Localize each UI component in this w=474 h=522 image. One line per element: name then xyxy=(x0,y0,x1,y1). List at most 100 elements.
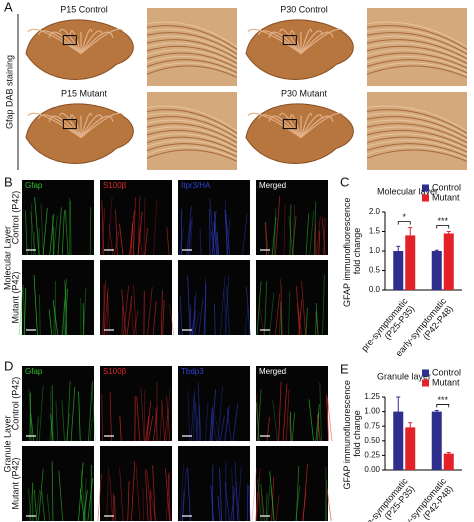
zoom-texture xyxy=(366,49,468,67)
fiber xyxy=(107,291,111,336)
y-axis-label: GFAP immunofluorescence fold change xyxy=(342,378,362,490)
zoom-texture xyxy=(146,105,238,132)
fiber xyxy=(50,391,52,442)
fiber xyxy=(226,218,231,256)
fiber xyxy=(143,390,146,442)
fiber xyxy=(140,387,145,442)
fiber xyxy=(225,200,228,256)
y-tick-label: 0.0 xyxy=(369,285,381,294)
fiber xyxy=(305,307,308,336)
channel-label: S100β xyxy=(103,181,127,190)
bar xyxy=(393,411,404,470)
zoom-texture xyxy=(366,55,468,71)
zoom-texture xyxy=(146,139,238,155)
fiber xyxy=(182,469,187,522)
fiber xyxy=(119,223,124,256)
legend-swatch xyxy=(422,369,429,377)
fiber xyxy=(137,211,143,256)
fiber xyxy=(234,461,239,522)
fiber xyxy=(39,294,41,336)
fiber xyxy=(295,485,301,522)
fiber xyxy=(34,196,40,256)
zoom-texture xyxy=(146,133,238,151)
fiber xyxy=(103,287,109,336)
fiber xyxy=(245,286,251,336)
fiber xyxy=(167,473,171,522)
legend-label: Control xyxy=(432,367,461,377)
fiber xyxy=(323,217,326,256)
folia xyxy=(80,28,93,54)
fiber xyxy=(193,390,196,442)
fiber xyxy=(144,227,148,256)
fiber xyxy=(25,210,28,256)
fiber xyxy=(164,468,171,522)
fiber xyxy=(29,392,32,442)
fiber xyxy=(298,299,303,336)
fiber xyxy=(256,468,261,522)
fiber xyxy=(269,293,275,336)
zoom-texture xyxy=(146,126,238,146)
micrograph xyxy=(22,180,94,255)
fiber xyxy=(232,403,239,442)
folia xyxy=(59,28,82,54)
fiber xyxy=(114,496,116,522)
zoom-texture xyxy=(146,55,238,71)
y-tick-label: 0.25 xyxy=(364,451,380,460)
fiber xyxy=(66,413,70,442)
fiber xyxy=(260,483,265,522)
zoom-texture xyxy=(366,119,468,141)
fiber xyxy=(308,399,314,442)
legend-label: Mutant xyxy=(432,377,460,387)
fiber xyxy=(119,415,122,442)
y-tick-label: 0.00 xyxy=(364,465,380,474)
side-label: Gfap DAB staining xyxy=(4,55,14,129)
micrograph xyxy=(178,446,250,521)
fiber xyxy=(213,221,218,256)
zoom-texture xyxy=(366,109,468,134)
row-label: Mutant (P42) xyxy=(10,271,20,323)
fiber xyxy=(187,390,191,442)
fiber xyxy=(87,478,94,522)
folia xyxy=(300,28,313,54)
fiber xyxy=(115,209,118,256)
y-label-line: fold change xyxy=(352,410,362,457)
fiber xyxy=(145,415,150,442)
fiber xyxy=(248,485,251,522)
zoom-texture xyxy=(146,136,238,153)
fiber xyxy=(321,218,326,256)
micrograph xyxy=(256,446,328,521)
zoom-texture xyxy=(366,116,468,139)
fiber xyxy=(290,411,292,442)
fiber xyxy=(278,284,283,336)
y-tick-label: 0.50 xyxy=(364,436,380,445)
image-label: P15 Control xyxy=(60,4,108,14)
group-label: Molecular Layer xyxy=(2,226,12,290)
panel-label: B xyxy=(4,174,13,189)
fiber xyxy=(109,475,114,522)
fiber xyxy=(318,230,321,256)
fiber xyxy=(30,211,36,256)
folia xyxy=(300,31,334,54)
fiber xyxy=(257,479,262,522)
folia xyxy=(289,30,302,54)
fiber xyxy=(291,412,296,442)
fiber xyxy=(159,402,163,442)
fiber xyxy=(109,392,112,442)
fiber xyxy=(237,465,242,522)
fiber xyxy=(224,209,228,256)
channel-label: Merged xyxy=(259,367,286,376)
fiber xyxy=(82,303,85,336)
fiber xyxy=(190,394,195,442)
fiber xyxy=(61,210,65,256)
folia xyxy=(80,28,125,55)
fiber xyxy=(150,492,156,522)
folia xyxy=(300,28,345,55)
fiber xyxy=(83,489,88,522)
fiber xyxy=(219,275,226,336)
fiber xyxy=(132,196,136,256)
fiber xyxy=(144,469,149,522)
zoom-texture xyxy=(146,25,238,50)
fiber xyxy=(288,415,292,442)
fiber xyxy=(147,286,153,336)
fiber xyxy=(275,495,280,522)
